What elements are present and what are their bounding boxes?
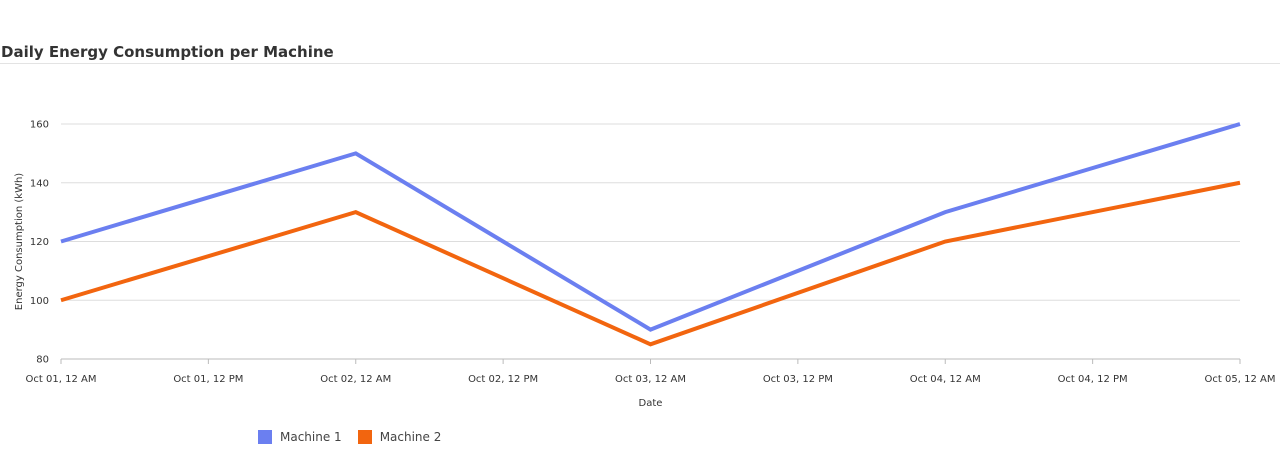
x-tick-label: Oct 03, 12 AM xyxy=(615,374,686,385)
x-tick-label: Oct 03, 12 PM xyxy=(763,374,833,385)
x-tick-label: Oct 01, 12 AM xyxy=(26,374,97,385)
chart-title: Daily Energy Consumption per Machine xyxy=(1,43,334,61)
legend-item-machine-2[interactable]: Machine 2 xyxy=(357,430,442,444)
legend-swatch xyxy=(258,430,272,444)
grid-lines xyxy=(61,123,1240,301)
series-line-machine-2 xyxy=(60,180,1241,347)
legend-label: Machine 1 xyxy=(280,430,342,444)
title-divider xyxy=(0,63,1280,64)
y-tick-label: 160 xyxy=(30,120,49,131)
x-tick-label: Oct 01, 12 PM xyxy=(173,374,243,385)
legend: Machine 1 Machine 2 xyxy=(258,430,441,444)
series-lines xyxy=(60,122,1241,347)
y-tick-label: 100 xyxy=(30,296,49,307)
x-axis-label: Date xyxy=(639,398,663,409)
series-line-machine-1 xyxy=(60,122,1241,332)
legend-label: Machine 2 xyxy=(379,430,442,444)
y-tick-label: 140 xyxy=(30,178,49,189)
x-tick-label: Oct 05, 12 AM xyxy=(1205,374,1276,385)
y-tick-label: 120 xyxy=(30,237,49,248)
x-tick-label: Oct 02, 12 AM xyxy=(320,374,391,385)
y-tick-label: 80 xyxy=(36,355,49,366)
axes: 80 100 120 140 160 Oct 01, 12 AM Oct 01, 12 PM… xyxy=(26,120,1276,386)
y-axis-label: Energy Consumption (kWh) xyxy=(14,173,25,311)
x-tick-label: Oct 04, 12 AM xyxy=(910,374,981,385)
x-tick-label: Oct 02, 12 PM xyxy=(468,374,538,385)
x-tick-label: Oct 04, 12 PM xyxy=(1058,374,1128,385)
legend-item-machine-1[interactable]: Machine 1 xyxy=(258,430,342,444)
legend-swatch xyxy=(357,430,372,444)
